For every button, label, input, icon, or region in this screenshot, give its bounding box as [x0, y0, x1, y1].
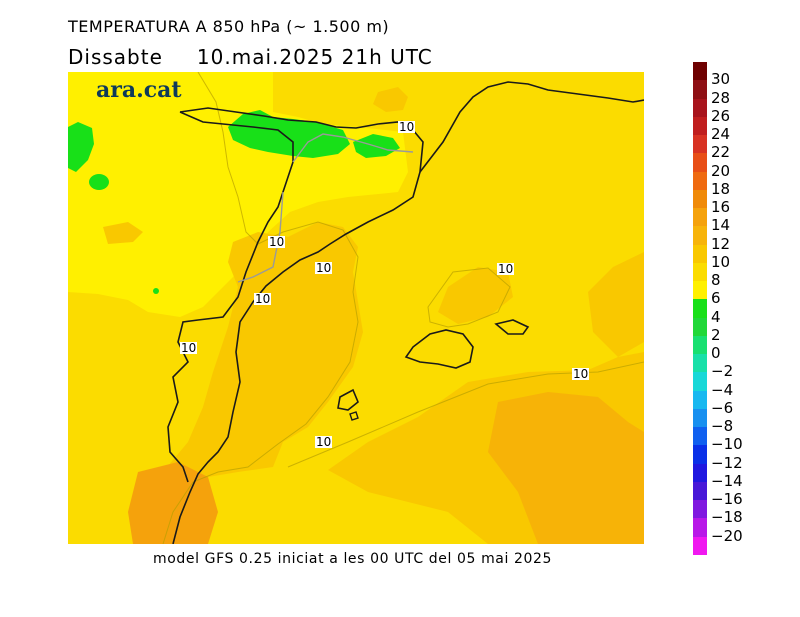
cold-dot	[153, 288, 159, 294]
legend-swatch	[693, 281, 707, 300]
legend-label: −14	[711, 471, 743, 490]
legend-swatch	[693, 135, 707, 154]
legend-label: 24	[711, 125, 731, 144]
contour-label: 10	[315, 435, 333, 449]
legend-label: 2	[711, 325, 721, 344]
legend-label: −16	[711, 490, 743, 509]
map-subtitle: Dissabte 10.mai.2025 21h UTC	[68, 45, 467, 69]
legend-label: 4	[711, 307, 721, 326]
field-12-14-southeast	[488, 392, 644, 544]
border-inland	[167, 111, 294, 483]
legend-label: 26	[711, 106, 731, 125]
field-10-12-balearic	[438, 267, 513, 324]
legend-swatch	[693, 445, 707, 465]
isotherm-10-west	[162, 72, 359, 544]
island-formentera	[349, 411, 359, 421]
legend-label: 6	[711, 289, 721, 308]
legend-swatch	[693, 189, 707, 209]
legend-label: 12	[711, 234, 731, 253]
field-10-12-north	[373, 87, 408, 112]
border-regional-north	[292, 133, 414, 163]
contour-label: 10	[268, 235, 286, 249]
legend-label: −2	[711, 362, 734, 381]
legend-swatch	[693, 536, 707, 556]
legend-swatch	[693, 98, 707, 118]
day-label: Dissabte	[68, 45, 163, 69]
field-10-12-spot	[103, 222, 143, 244]
legend-label: 16	[711, 198, 731, 217]
contour-label: 10	[180, 341, 198, 355]
legend-swatch	[693, 500, 707, 519]
map-title: TEMPERATURA A 850 hPa (~ 1.500 m)	[68, 17, 390, 36]
legend-swatch	[693, 372, 707, 392]
field-12-14-southwest	[128, 462, 218, 544]
legend-swatch	[693, 481, 707, 501]
field-10-12-east	[588, 252, 644, 357]
legend-label: −6	[711, 398, 734, 417]
island-ibiza	[337, 388, 359, 411]
cold-spot-west	[68, 122, 94, 172]
legend-label: 28	[711, 88, 731, 107]
legend-swatch	[693, 408, 707, 428]
legend-label: −20	[711, 526, 743, 545]
coastline-france	[419, 81, 644, 173]
contour-label: 10	[497, 262, 515, 276]
brand-logo: ara.cat	[96, 77, 182, 103]
field-10-12-coast	[143, 222, 363, 544]
coastline-iberia-east	[172, 107, 424, 544]
legend-label: 20	[711, 161, 731, 180]
legend-label: −18	[711, 508, 743, 527]
legend-swatch	[693, 463, 707, 483]
legend-label: 30	[711, 70, 731, 89]
legend-swatch	[693, 299, 707, 319]
legend-swatch	[693, 62, 707, 81]
legend-swatch	[693, 335, 707, 355]
legend-swatch	[693, 226, 707, 246]
legend-label: 8	[711, 271, 721, 290]
legend-swatch	[693, 262, 707, 282]
contour-label: 10	[315, 261, 333, 275]
model-footer: model GFS 0.25 iniciat a les 00 UTC del …	[153, 551, 553, 567]
legend-swatch	[693, 390, 707, 410]
legend-swatch	[693, 208, 707, 227]
legend-swatch	[693, 171, 707, 191]
isotherm-10-south	[287, 361, 644, 468]
legend-label: −4	[711, 380, 734, 399]
legend-label: 14	[711, 216, 731, 235]
legend-label: 22	[711, 143, 731, 162]
legend-label: −8	[711, 417, 734, 436]
color-legend	[693, 62, 707, 556]
legend-swatch	[693, 153, 707, 173]
legend-swatch	[693, 518, 707, 538]
legend-swatch	[693, 354, 707, 373]
cold-spot-small	[89, 174, 109, 190]
legend-label: −12	[711, 453, 743, 472]
datetime-label: 10.mai.2025 21h UTC	[196, 45, 433, 69]
legend-label: −10	[711, 435, 743, 454]
legend-swatch	[693, 427, 707, 446]
isotherm-10-balearic	[427, 267, 511, 328]
contour-label: 10	[398, 120, 416, 134]
temperature-map	[68, 72, 644, 544]
legend-swatch	[693, 317, 707, 337]
legend-swatch	[693, 80, 707, 99]
map-canvas	[68, 72, 644, 544]
cold-spot-pyrenees	[228, 110, 350, 158]
legend-label: 0	[711, 344, 721, 363]
contour-label: 10	[572, 367, 590, 381]
island-menorca	[494, 319, 530, 335]
border-regional-south	[237, 191, 284, 283]
island-mallorca	[404, 329, 474, 369]
legend-swatch	[693, 244, 707, 264]
legend-label: 10	[711, 252, 731, 271]
contour-label: 10	[254, 292, 272, 306]
legend-swatch	[693, 116, 707, 136]
legend-label: 18	[711, 179, 731, 198]
